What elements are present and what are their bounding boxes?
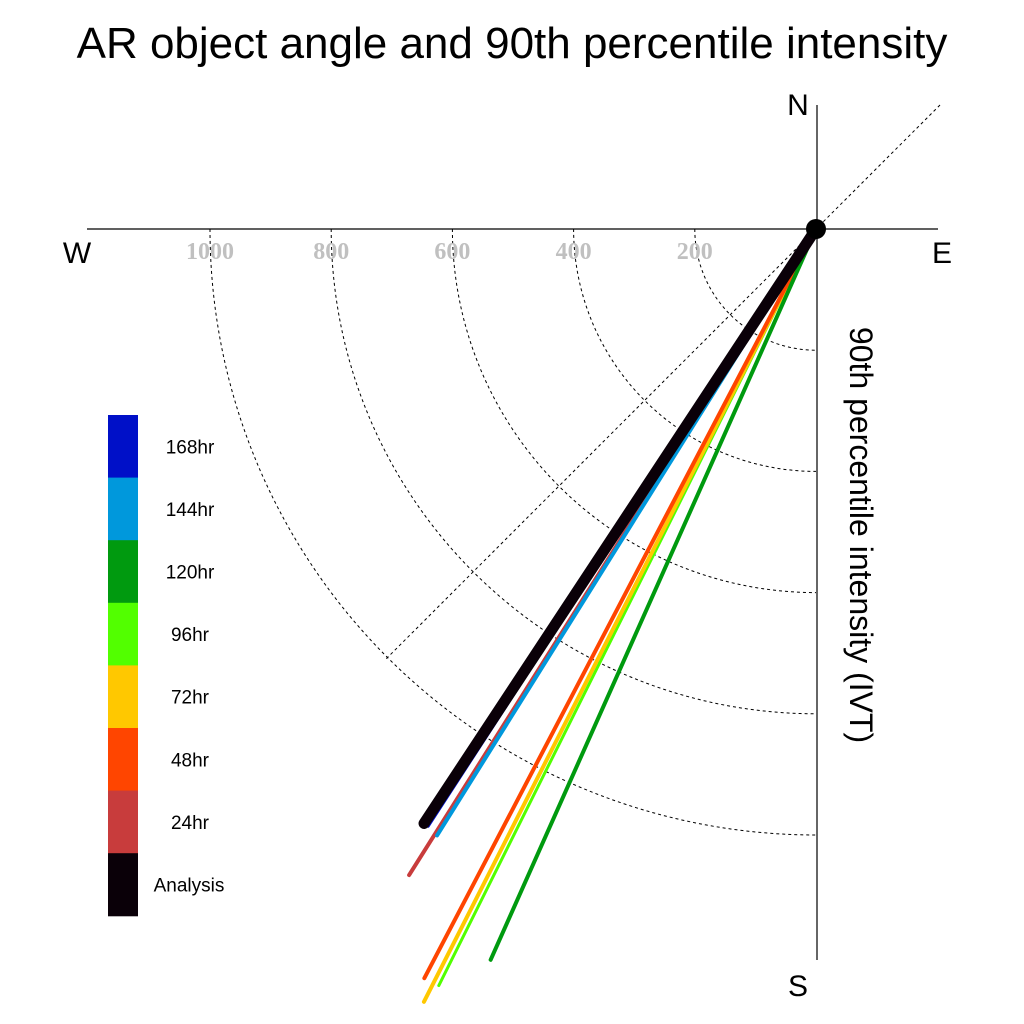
ring-200 bbox=[694, 228, 817, 351]
legend-swatch-120hr bbox=[108, 540, 138, 604]
ring-400 bbox=[573, 228, 817, 472]
direction-north: N bbox=[787, 89, 809, 122]
legend-label: 48hr bbox=[171, 750, 210, 771]
vector-120hr bbox=[488, 227, 818, 962]
chart-title: AR object angle and 90th percentile inte… bbox=[77, 19, 948, 68]
ring-tick-label: 400 bbox=[556, 239, 592, 265]
legend-swatch-48hr bbox=[108, 728, 138, 792]
ring-tick-labels: 200 400 600 800 1000 bbox=[186, 239, 713, 265]
legend-label: Analysis bbox=[154, 876, 225, 897]
legend-label: 120hr bbox=[166, 563, 215, 584]
ring-tick-label: 800 bbox=[313, 239, 349, 265]
direction-south: S bbox=[788, 970, 808, 1003]
legend-swatch-144hr bbox=[108, 477, 138, 541]
ring-tick-label: 200 bbox=[677, 239, 713, 265]
legend: 168hr 144hr 120hr 96hr 72hr 48hr 24hr Analysis bbox=[108, 415, 225, 917]
ring-600 bbox=[451, 228, 817, 594]
legend-swatch-24hr bbox=[108, 790, 138, 854]
legend-swatch-72hr bbox=[108, 665, 138, 729]
legend-label: 168hr bbox=[166, 437, 215, 458]
legend-label: 144hr bbox=[166, 500, 215, 521]
legend-label: 72hr bbox=[171, 688, 210, 709]
origin-point bbox=[806, 219, 826, 239]
vector-48hr bbox=[422, 227, 818, 981]
legend-swatch-analysis bbox=[108, 853, 138, 917]
legend-label: 96hr bbox=[171, 625, 210, 646]
series-vectors bbox=[407, 223, 822, 1004]
legend-swatch-168hr bbox=[108, 415, 138, 479]
radial-axis-label: 90th percentile intensity (IVT) bbox=[843, 327, 879, 743]
ring-tick-label: 600 bbox=[434, 239, 470, 265]
vector-analysis bbox=[418, 223, 822, 829]
intensity-rings bbox=[209, 228, 817, 836]
diagonal-guide bbox=[385, 104, 941, 660]
direction-west: W bbox=[63, 237, 92, 270]
ring-tick-label: 1000 bbox=[186, 239, 234, 265]
ring-1000 bbox=[209, 228, 817, 836]
legend-swatch-96hr bbox=[108, 602, 138, 666]
direction-east: E bbox=[932, 237, 952, 270]
legend-label: 24hr bbox=[171, 813, 210, 834]
